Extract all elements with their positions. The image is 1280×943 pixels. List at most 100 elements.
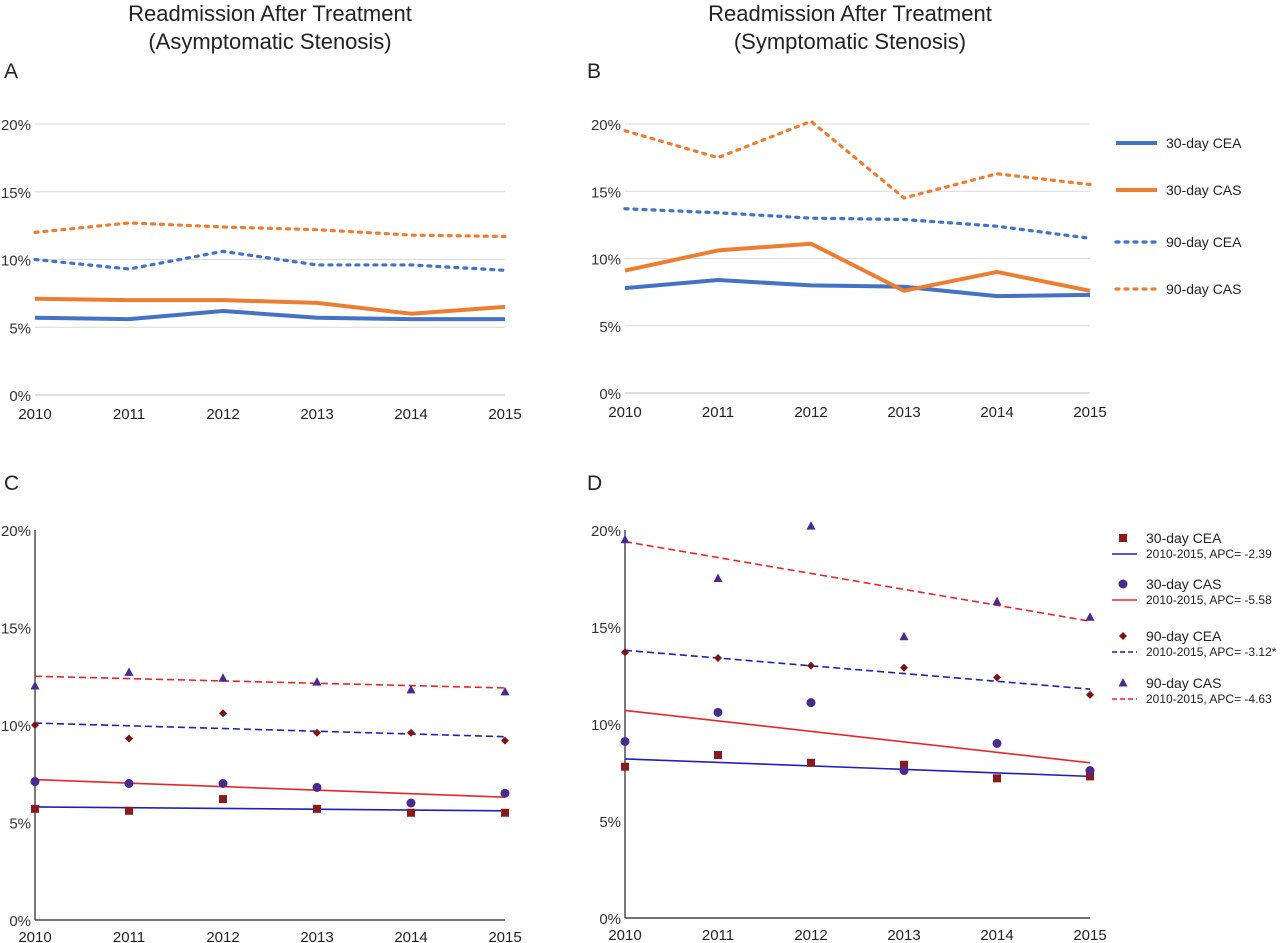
y-tick-label: 0% xyxy=(9,388,31,405)
fit-line-90-day-cas xyxy=(34,675,506,689)
data-point-90-day-cas xyxy=(620,534,630,544)
y-tick-label: 15% xyxy=(1,621,31,638)
y-tick-label: 15% xyxy=(1,185,31,202)
x-tick-label: 2013 xyxy=(300,406,333,423)
data-point-90-day-cea xyxy=(714,654,722,663)
data-point-90-day-cea xyxy=(125,734,133,743)
legend-label: 30-day CEA xyxy=(1146,530,1222,546)
y-tick-label: 0% xyxy=(599,911,621,928)
title-left-line1: Readmission After Treatment xyxy=(128,1,412,26)
y-tick-label: 15% xyxy=(591,620,621,637)
fit-line-30-day-cas xyxy=(624,709,1091,764)
legend-fit-label: 2010-2015, APC= -4.63 xyxy=(1146,692,1272,706)
data-point-30-day-cea xyxy=(219,795,227,804)
panel-label-d: D xyxy=(587,472,603,495)
legend-marker xyxy=(1119,632,1127,640)
fit-line-30-day-cea xyxy=(624,758,1091,778)
data-point-90-day-cas xyxy=(992,596,1002,606)
x-tick-label: 2011 xyxy=(702,404,734,421)
panel-label-b: B xyxy=(587,60,602,83)
data-point-90-day-cas xyxy=(30,681,40,690)
y-tick-label: 10% xyxy=(591,717,621,734)
legend-fit-label: 2010-2015, APC= -3.12* xyxy=(1146,645,1277,659)
title-right-line1: Readmission After Treatment xyxy=(708,1,992,26)
legend-marker xyxy=(1118,579,1128,589)
x-tick-label: 2015 xyxy=(488,929,521,943)
y-tick-label: 0% xyxy=(9,913,31,930)
title-right-line2: (Symptomatic Stenosis) xyxy=(733,29,967,54)
x-tick-label: 2013 xyxy=(887,404,920,421)
y-tick-label: 20% xyxy=(1,523,31,540)
data-point-30-day-cas xyxy=(406,798,416,808)
panel-a: 0% 5% 10% 15% 20% 2010 2011 2012 2013 2014 2015 xyxy=(1,117,522,423)
panel-b: 0% 5% 10% 15% 20% 2010 2011 2012 2013 2014 2015 30-… xyxy=(591,117,1242,421)
data-point-30-day-cea xyxy=(714,751,722,760)
data-point-30-day-cas xyxy=(30,777,40,787)
data-point-30-day-cea xyxy=(900,760,908,769)
legend-label: 90-day CAS xyxy=(1146,675,1221,691)
y-tick-label: 20% xyxy=(591,523,621,540)
y-tick-label: 10% xyxy=(1,253,31,270)
data-point-30-day-cea xyxy=(807,758,815,767)
y-tick-label: 20% xyxy=(1,117,31,134)
x-tick-label: 2010 xyxy=(608,927,641,943)
x-tick-label: 2014 xyxy=(980,404,1013,421)
data-point-90-day-cea xyxy=(807,661,815,670)
x-tick-label: 2012 xyxy=(794,927,827,943)
y-tick-label: 10% xyxy=(591,252,621,269)
x-tick-label: 2011 xyxy=(113,406,145,423)
legend-label: 30-day CEA xyxy=(1166,135,1242,151)
data-point-90-day-cea xyxy=(501,736,509,745)
x-tick-label: 2012 xyxy=(206,406,239,423)
panel-d: 0% 5% 10% 15% 20% 2010 2011 2012 2013 2014 2015 30-… xyxy=(591,521,1277,943)
legend-marker xyxy=(1118,678,1128,687)
data-point-90-day-cas xyxy=(406,684,416,694)
x-tick-label: 2014 xyxy=(394,929,427,943)
x-tick-label: 2014 xyxy=(394,406,427,423)
data-point-90-day-cea xyxy=(407,728,415,737)
data-point-30-day-cea xyxy=(621,762,629,771)
y-tick-label: 20% xyxy=(591,117,621,134)
data-point-30-day-cea xyxy=(1086,772,1094,781)
data-point-30-day-cea xyxy=(31,804,39,813)
x-tick-label: 2010 xyxy=(608,404,641,421)
data-point-30-day-cas xyxy=(124,779,134,788)
series-line-90-day-cea xyxy=(33,249,507,272)
legend-fit-label: 2010-2015, APC= -5.58 xyxy=(1146,593,1272,607)
series-line-30-day-cea xyxy=(624,278,1091,299)
legend-label: 90-day CEA xyxy=(1146,628,1222,644)
title-left-line2: (Asymptomatic Stenosis) xyxy=(148,29,392,54)
x-tick-label: 2010 xyxy=(18,406,51,423)
fit-line-90-day-cea xyxy=(34,722,506,738)
data-point-90-day-cea xyxy=(900,663,908,672)
data-point-90-day-cas xyxy=(500,686,510,696)
fit-line-30-day-cas xyxy=(34,778,506,798)
legend-marker xyxy=(1119,534,1127,542)
x-tick-label: 2011 xyxy=(702,927,734,943)
data-point-90-day-cea xyxy=(219,709,227,718)
x-tick-label: 2011 xyxy=(113,929,145,943)
y-tick-label: 5% xyxy=(9,320,31,337)
data-point-90-day-cas xyxy=(124,667,134,676)
data-point-90-day-cea xyxy=(313,728,321,737)
series-line-30-day-cas xyxy=(624,241,1091,293)
x-tick-label: 2013 xyxy=(300,929,333,943)
legend-label: 90-day CEA xyxy=(1166,234,1242,250)
data-point-90-day-cas xyxy=(312,677,322,686)
legend-b: 30-day CEA 30-day CAS 90-day CEA 90-day CAS xyxy=(1114,135,1242,297)
data-point-90-day-cas xyxy=(713,573,723,582)
data-point-30-day-cea xyxy=(407,808,415,817)
data-point-30-day-cea xyxy=(501,808,509,817)
data-point-30-day-cas xyxy=(1085,766,1095,776)
series-line-90-day-cea xyxy=(623,207,1092,240)
data-point-30-day-cas xyxy=(899,766,909,776)
y-tick-label: 5% xyxy=(599,814,621,831)
chart-title-right: Readmission After Treatment (Symptomatic… xyxy=(615,0,1085,56)
data-point-90-day-cas xyxy=(806,521,816,530)
data-point-90-day-cas xyxy=(1085,612,1095,621)
x-tick-label: 2015 xyxy=(488,406,521,423)
data-point-30-day-cas xyxy=(620,736,630,746)
x-tick-label: 2012 xyxy=(794,404,827,421)
